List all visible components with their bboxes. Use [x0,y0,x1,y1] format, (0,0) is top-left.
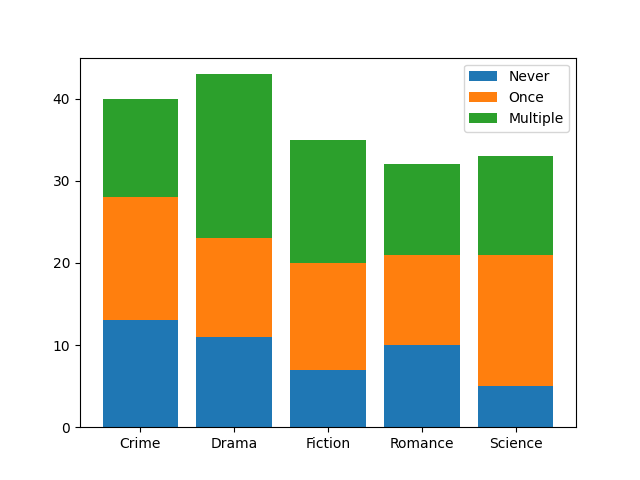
Bar [102,197,178,321]
Bar [291,370,365,427]
Bar [102,99,178,197]
Bar [385,164,460,255]
Bar [291,140,365,263]
Bar [196,337,271,427]
Bar [385,255,460,345]
Legend: Never, Once, Multiple: Never, Once, Multiple [464,64,569,132]
Bar [102,321,178,427]
Bar [478,386,554,427]
Bar [478,255,554,386]
Bar [478,156,554,255]
Bar [385,345,460,427]
Bar [291,263,365,370]
Bar [196,74,271,238]
Bar [196,238,271,337]
